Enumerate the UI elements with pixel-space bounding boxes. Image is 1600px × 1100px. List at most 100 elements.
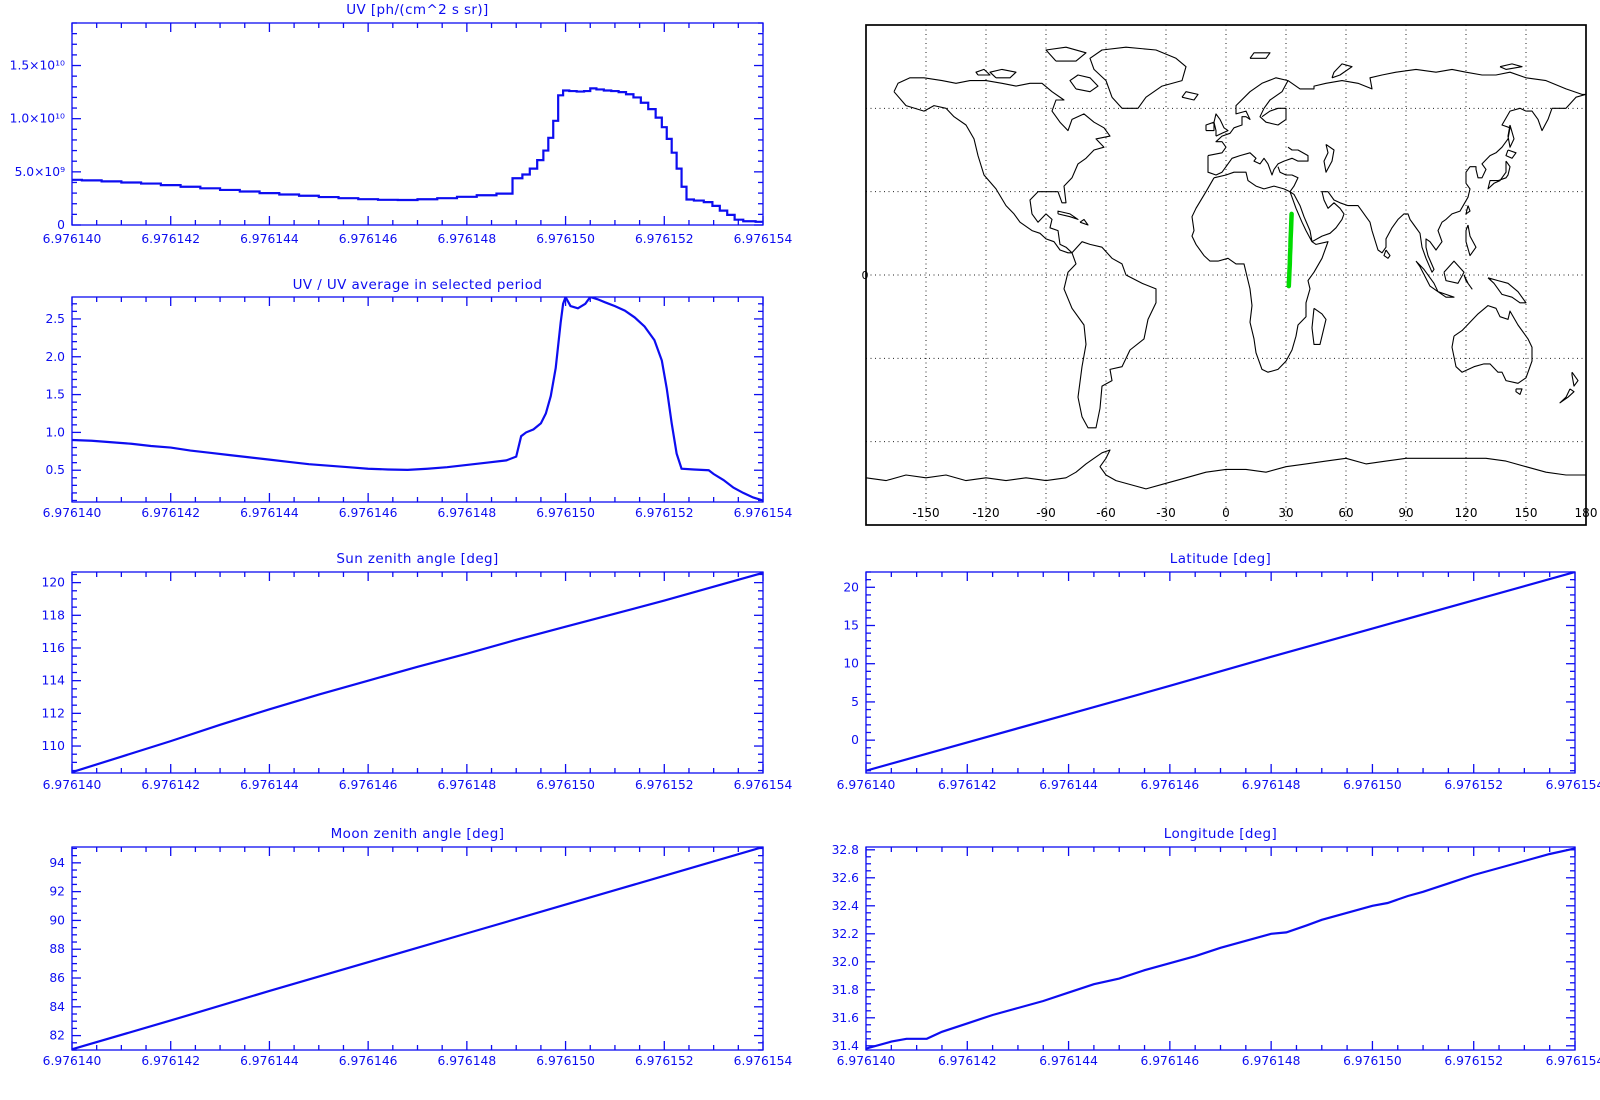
uv-ratio-plot-title: UV / UV average in selected period xyxy=(292,277,543,293)
svg-text:32.6: 32.6 xyxy=(832,871,860,885)
svg-text:5.0×10⁹: 5.0×10⁹ xyxy=(15,165,66,179)
sun-zenith-plot-title: Sun zenith angle [deg] xyxy=(336,551,499,567)
ground-track xyxy=(1286,211,1294,289)
svg-text:60: 60 xyxy=(1338,506,1353,520)
svg-text:30: 30 xyxy=(1278,506,1293,520)
svg-text:32.8: 32.8 xyxy=(832,843,859,857)
svg-text:6.976150: 6.976150 xyxy=(536,1054,595,1068)
svg-text:6.976154: 6.976154 xyxy=(1546,778,1600,792)
y-tick-labels: 82 84 86 88 90 92 94 xyxy=(49,856,65,1043)
moon-zenith-plot-title: Moon zenith angle [deg] xyxy=(330,826,505,842)
svg-text:114: 114 xyxy=(42,674,66,688)
svg-text:6.976140: 6.976140 xyxy=(837,778,896,792)
svg-text:6.976142: 6.976142 xyxy=(141,1054,200,1068)
y-tick-labels: 0 5.0×10⁹ 1.0×10¹⁰ 1.5×10¹⁰ xyxy=(10,59,65,232)
svg-text:6.976146: 6.976146 xyxy=(339,1054,398,1068)
svg-text:6.976150: 6.976150 xyxy=(536,232,595,246)
axis-ticks xyxy=(71,847,764,1051)
svg-text:86: 86 xyxy=(49,971,65,985)
svg-text:1.5: 1.5 xyxy=(45,388,65,402)
coastlines xyxy=(865,46,1587,490)
y-tick-labels: 110 112 114 116 118 120 xyxy=(42,576,66,753)
svg-text:0: 0 xyxy=(851,733,859,747)
svg-text:6.976144: 6.976144 xyxy=(240,232,299,246)
y-tick-labels: 0.5 1.0 1.5 2.0 2.5 xyxy=(45,312,65,477)
svg-text:6.976144: 6.976144 xyxy=(240,506,299,520)
svg-text:0.5: 0.5 xyxy=(45,463,65,477)
svg-text:6.976152: 6.976152 xyxy=(1444,778,1503,792)
axis-ticks xyxy=(71,572,764,773)
svg-text:6.976148: 6.976148 xyxy=(438,232,497,246)
svg-text:116: 116 xyxy=(42,641,66,655)
svg-text:6.976140: 6.976140 xyxy=(43,778,102,792)
longitude-plot: 6.976140 6.976142 6.976144 6.976146 6.976148… xyxy=(800,823,1600,1081)
svg-text:31.6: 31.6 xyxy=(832,1011,860,1025)
svg-text:10: 10 xyxy=(843,657,859,671)
svg-text:6.976146: 6.976146 xyxy=(339,232,398,246)
svg-text:32.4: 32.4 xyxy=(832,899,860,913)
svg-text:-90: -90 xyxy=(1036,506,1056,520)
svg-text:82: 82 xyxy=(49,1029,65,1043)
svg-text:110: 110 xyxy=(42,739,65,753)
svg-text:6.976150: 6.976150 xyxy=(536,778,595,792)
svg-text:6.976154: 6.976154 xyxy=(734,506,793,520)
svg-text:6.976140: 6.976140 xyxy=(837,1054,896,1068)
svg-text:0: 0 xyxy=(57,218,65,232)
axis-ticks xyxy=(71,22,764,226)
svg-text:94: 94 xyxy=(49,856,65,870)
svg-text:6.976146: 6.976146 xyxy=(339,506,398,520)
svg-text:6.976142: 6.976142 xyxy=(141,778,200,792)
svg-text:6.976146: 6.976146 xyxy=(1141,778,1200,792)
axis-ticks xyxy=(865,847,1576,1050)
axis-ticks xyxy=(865,571,1576,773)
svg-text:6.976140: 6.976140 xyxy=(43,506,102,520)
uv-ratio-plot: 6.976140 6.976142 6.976144 6.976146 6.976148… xyxy=(0,272,800,536)
svg-text:-30: -30 xyxy=(1156,506,1176,520)
svg-text:-150: -150 xyxy=(912,506,939,520)
svg-text:6.976152: 6.976152 xyxy=(635,778,694,792)
svg-text:6.976142: 6.976142 xyxy=(141,506,200,520)
latitude-plot-title: Latitude [deg] xyxy=(1169,551,1272,567)
y-tick-labels: 31.4 31.6 31.8 32.0 32.2 32.4 32.6 32.8 xyxy=(832,843,860,1053)
svg-text:92: 92 xyxy=(49,885,65,899)
svg-text:150: 150 xyxy=(1515,506,1538,520)
x-tick-labels: 6.976140 6.976142 6.976144 6.976146 6.976148… xyxy=(43,778,793,792)
svg-text:2.5: 2.5 xyxy=(45,312,65,326)
svg-text:-120: -120 xyxy=(972,506,999,520)
sun-zenith-plot: 6.976140 6.976142 6.976144 6.976146 6.976148… xyxy=(0,548,800,806)
svg-text:6.976148: 6.976148 xyxy=(1242,1054,1301,1068)
svg-text:6.976150: 6.976150 xyxy=(536,506,595,520)
x-tick-labels: 6.976140 6.976142 6.976144 6.976146 6.976148… xyxy=(43,232,793,246)
svg-text:6.976152: 6.976152 xyxy=(635,232,694,246)
svg-text:-60: -60 xyxy=(1096,506,1116,520)
svg-text:6.976152: 6.976152 xyxy=(635,506,694,520)
svg-text:6.976150: 6.976150 xyxy=(1343,1054,1402,1068)
moon-data-line xyxy=(72,847,763,1050)
svg-text:6.976146: 6.976146 xyxy=(339,778,398,792)
svg-text:32.0: 32.0 xyxy=(832,955,859,969)
svg-text:90: 90 xyxy=(49,913,65,927)
svg-text:6.976152: 6.976152 xyxy=(1444,1054,1503,1068)
svg-text:6.976154: 6.976154 xyxy=(734,232,793,246)
sun-data-line xyxy=(72,572,763,773)
svg-text:6.976148: 6.976148 xyxy=(438,1054,497,1068)
svg-text:6.976154: 6.976154 xyxy=(734,1054,793,1068)
lat-data-line xyxy=(866,572,1575,772)
svg-text:2.0: 2.0 xyxy=(45,350,65,364)
svg-text:1.5×10¹⁰: 1.5×10¹⁰ xyxy=(10,59,65,73)
svg-text:6.976142: 6.976142 xyxy=(938,778,997,792)
svg-text:6.976152: 6.976152 xyxy=(635,1054,694,1068)
moon-zenith-plot: 6.976140 6.976142 6.976144 6.976146 6.976148… xyxy=(0,823,800,1081)
svg-text:6.976140: 6.976140 xyxy=(43,1054,102,1068)
latitude-plot: 6.976140 6.976142 6.976144 6.976146 6.976148… xyxy=(800,548,1600,806)
svg-text:6.976142: 6.976142 xyxy=(938,1054,997,1068)
svg-text:88: 88 xyxy=(49,942,65,956)
x-tick-labels: 6.976140 6.976142 6.976144 6.976146 6.976148… xyxy=(43,1054,793,1068)
svg-text:6.976144: 6.976144 xyxy=(1039,1054,1098,1068)
uv-plot: 6.976140 6.976142 6.976144 6.976146 6.976148… xyxy=(0,0,800,264)
svg-text:6.976142: 6.976142 xyxy=(141,232,200,246)
y-tick-labels: 0 5 10 15 20 xyxy=(843,580,859,747)
svg-text:31.8: 31.8 xyxy=(832,983,859,997)
svg-text:6.976144: 6.976144 xyxy=(240,778,299,792)
svg-text:6.976140: 6.976140 xyxy=(43,232,102,246)
